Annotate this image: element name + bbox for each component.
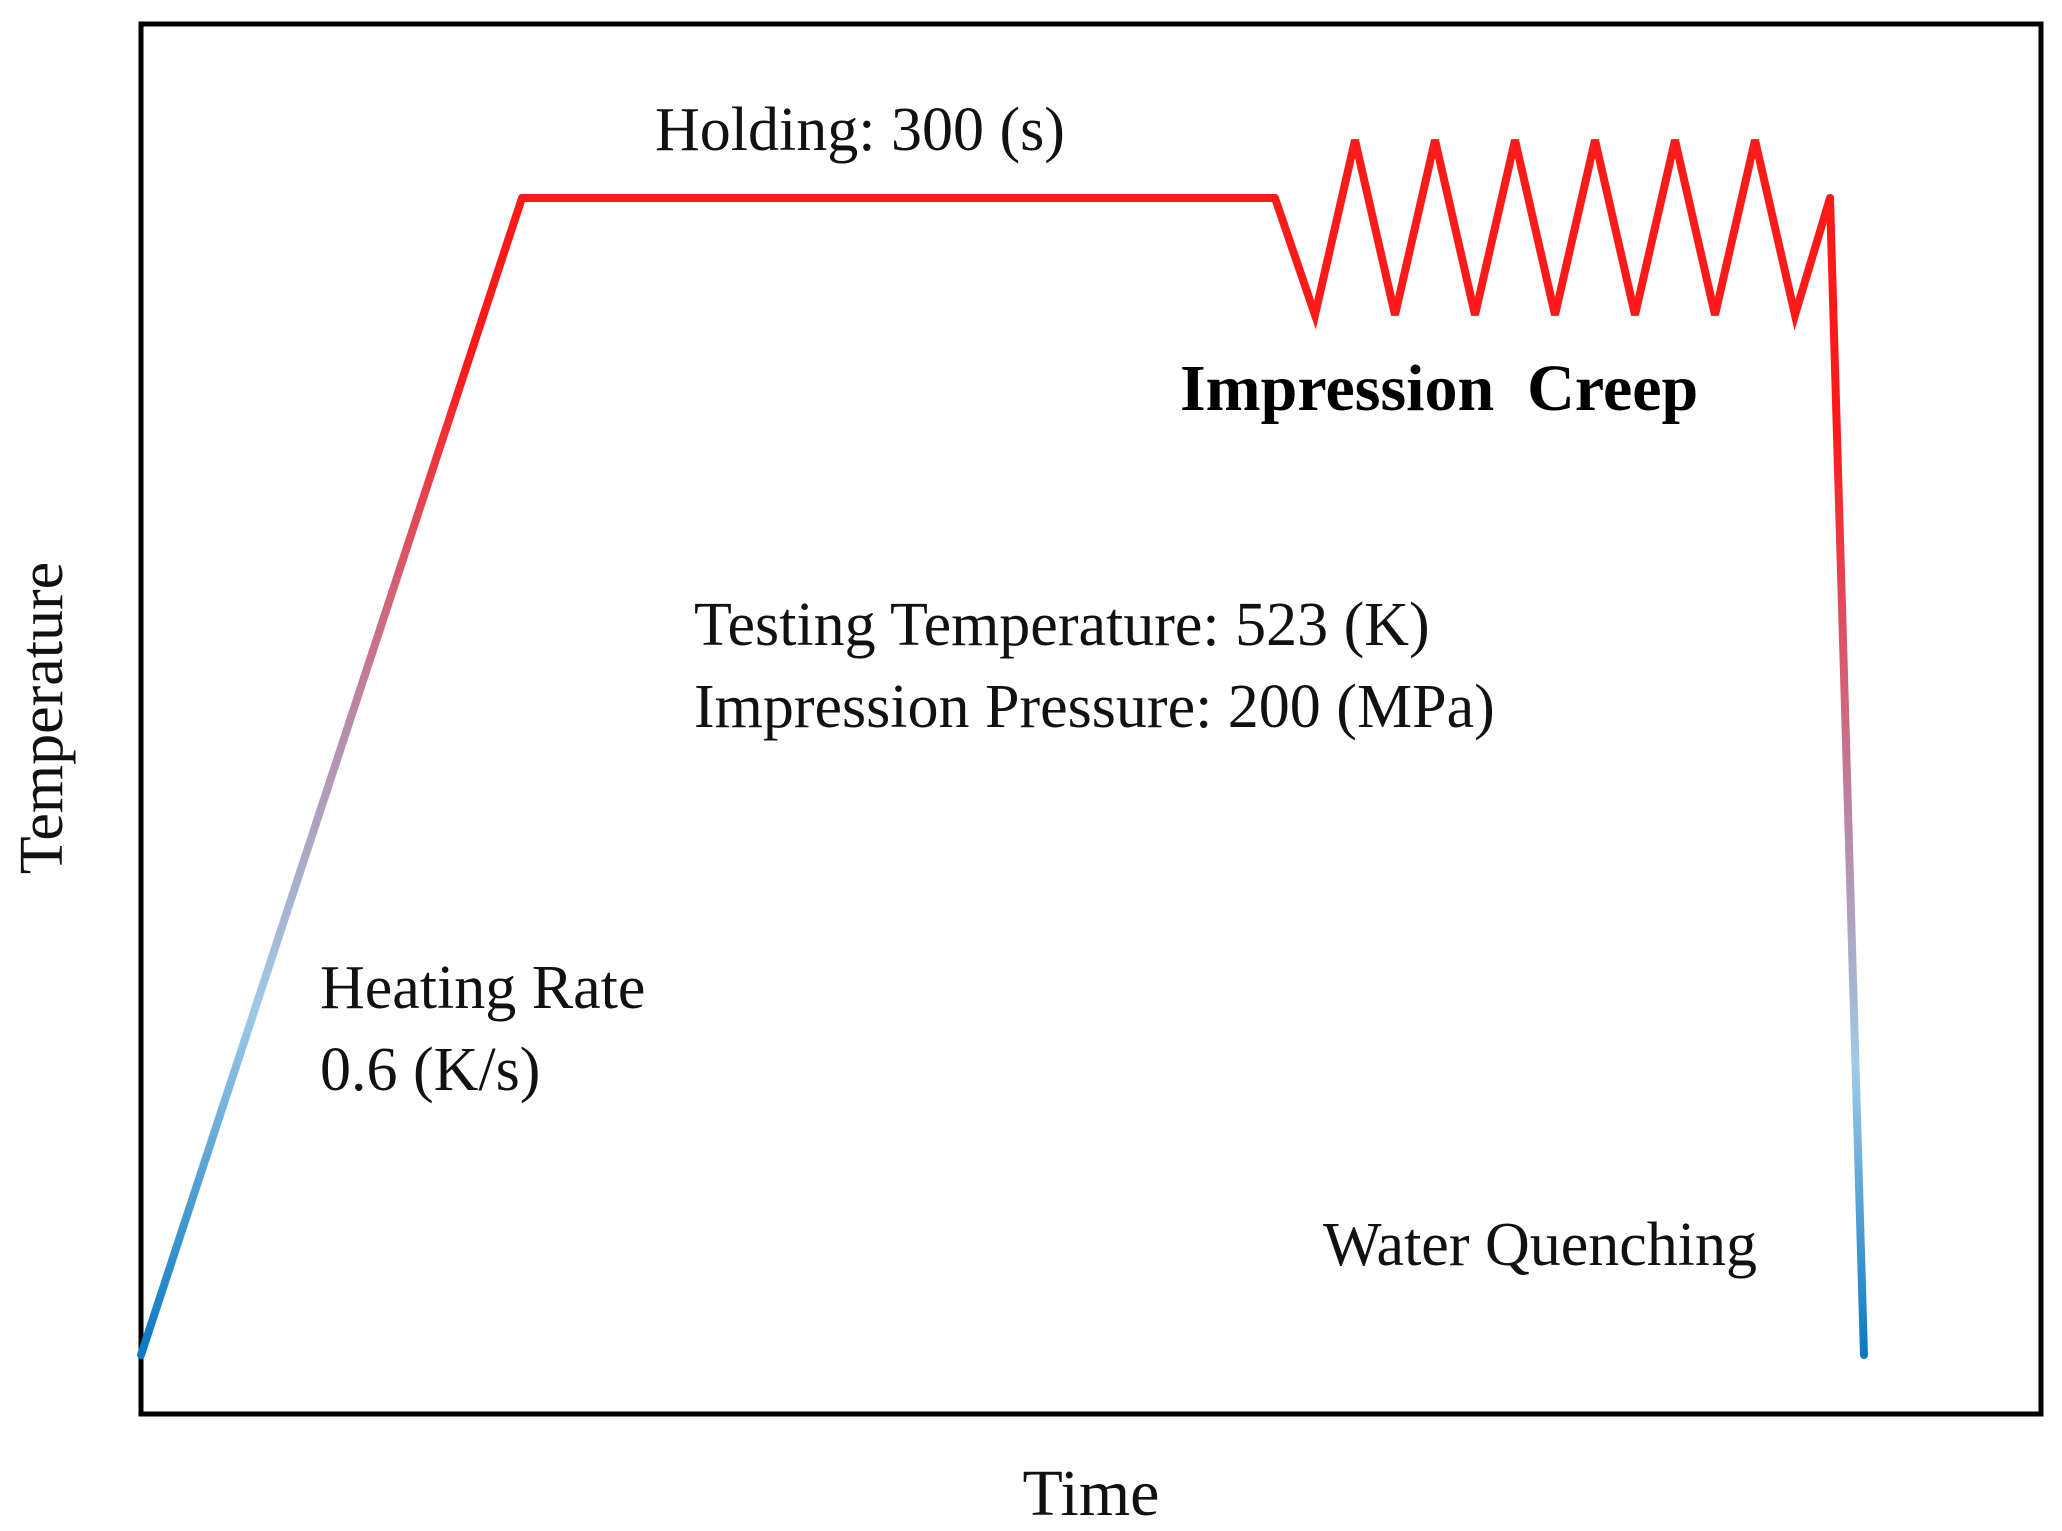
water-quench-drop (1826, 194, 1868, 1359)
impression-creep-cycles (1271, 139, 1834, 331)
heating-ramp (137, 194, 526, 1359)
water-quenching-label: Water Quenching (1323, 1211, 1757, 1279)
heating-rate-label: Heating Rate (320, 954, 645, 1022)
testing-temperature-label: Testing Temperature: 523 (K) (694, 591, 1430, 659)
holding-label: Holding: 300 (s) (655, 96, 1065, 164)
x-axis-label: Time (1023, 1457, 1160, 1530)
impression-creep-label: Impression Creep (1180, 352, 1698, 425)
heating-rate-value: 0.6 (K/s) (320, 1036, 540, 1104)
impression-pressure-label: Impression Pressure: 200 (MPa) (694, 673, 1495, 741)
y-axis-label: Temperature (8, 562, 76, 874)
plot-frame (138, 21, 2044, 1417)
